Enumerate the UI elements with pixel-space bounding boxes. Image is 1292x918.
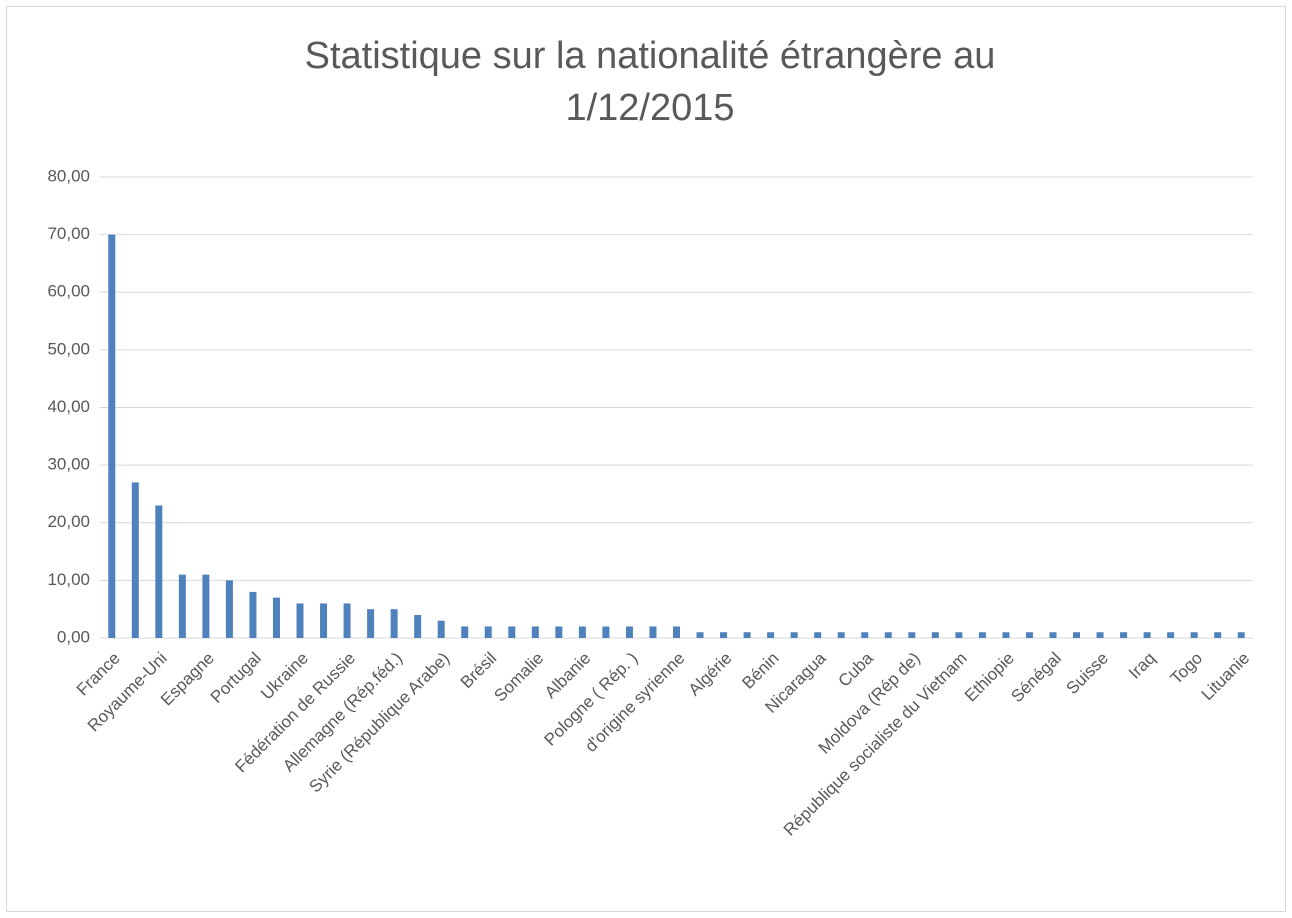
x-tick-label: Somalie: [490, 649, 547, 706]
bar: [390, 609, 398, 638]
bar: [531, 626, 539, 638]
bar: [602, 626, 610, 638]
x-tick-label: Sénégal: [1007, 649, 1065, 707]
bar: [414, 614, 422, 638]
x-tick-label: Togo: [1167, 649, 1207, 689]
y-tick-label: 20,00: [47, 512, 90, 531]
bar: [1143, 632, 1151, 638]
bar: [673, 626, 680, 638]
bar: [931, 632, 939, 638]
x-tick-label: Cuba: [835, 648, 878, 691]
bar: [461, 626, 469, 638]
y-tick-label: 0,00: [57, 627, 90, 646]
bar: [1190, 632, 1198, 638]
bar: [343, 603, 351, 638]
y-tick-label: 60,00: [47, 282, 90, 301]
bar: [743, 632, 751, 638]
bar: [178, 574, 186, 638]
bar: [814, 632, 822, 638]
bar: [320, 603, 328, 638]
bar: [649, 626, 657, 638]
bar: [861, 632, 869, 638]
bar: [249, 591, 257, 638]
bar: [790, 632, 798, 638]
x-tick-label: Brésil: [457, 649, 500, 692]
x-tick-label: Ethiopie: [961, 649, 1018, 706]
bar: [484, 626, 492, 638]
bar: [625, 626, 633, 638]
bar: [131, 482, 139, 638]
bar: [296, 603, 304, 638]
y-tick-label: 10,00: [47, 570, 90, 589]
y-tick-label: 80,00: [47, 166, 90, 185]
bar: [767, 632, 775, 638]
y-tick-label: 70,00: [47, 224, 90, 243]
x-tick-label: Iraq: [1125, 649, 1159, 683]
bar: [1167, 632, 1175, 638]
bar: [1120, 632, 1128, 638]
bar: [155, 505, 163, 638]
bar: [555, 626, 563, 638]
chart-title: Statistique sur la nationalité étrangère…: [304, 35, 996, 129]
bar: [978, 632, 986, 638]
x-tick-label: Lituanie: [1198, 649, 1254, 705]
bar: [955, 632, 963, 638]
bar: [108, 234, 116, 638]
bar: [367, 609, 375, 638]
x-tick-label: Bénin: [738, 649, 782, 693]
bar: [1214, 632, 1222, 638]
bar: [1073, 632, 1081, 638]
y-tick-label: 50,00: [47, 339, 90, 358]
bar: [696, 632, 704, 638]
bar: [272, 597, 280, 638]
x-tick-label: Algérie: [685, 649, 736, 700]
bar: [437, 620, 445, 638]
x-tick-label: Portugal: [207, 649, 265, 707]
bar: [202, 574, 210, 638]
y-tick-label: 30,00: [47, 455, 90, 474]
bar: [720, 632, 728, 638]
bar: [1096, 632, 1104, 638]
y-tick-label: 40,00: [47, 397, 90, 416]
bar: [1237, 632, 1245, 638]
bar: [1002, 632, 1010, 638]
x-tick-label: Suisse: [1063, 649, 1113, 699]
bar: [884, 632, 892, 638]
bar: [225, 580, 233, 638]
bar: [578, 626, 586, 638]
chart-border: [6, 6, 1286, 912]
bar: [908, 632, 916, 638]
bar: [1025, 632, 1033, 638]
bar: [508, 626, 516, 638]
bar: [1049, 632, 1057, 638]
bar: [837, 632, 845, 638]
